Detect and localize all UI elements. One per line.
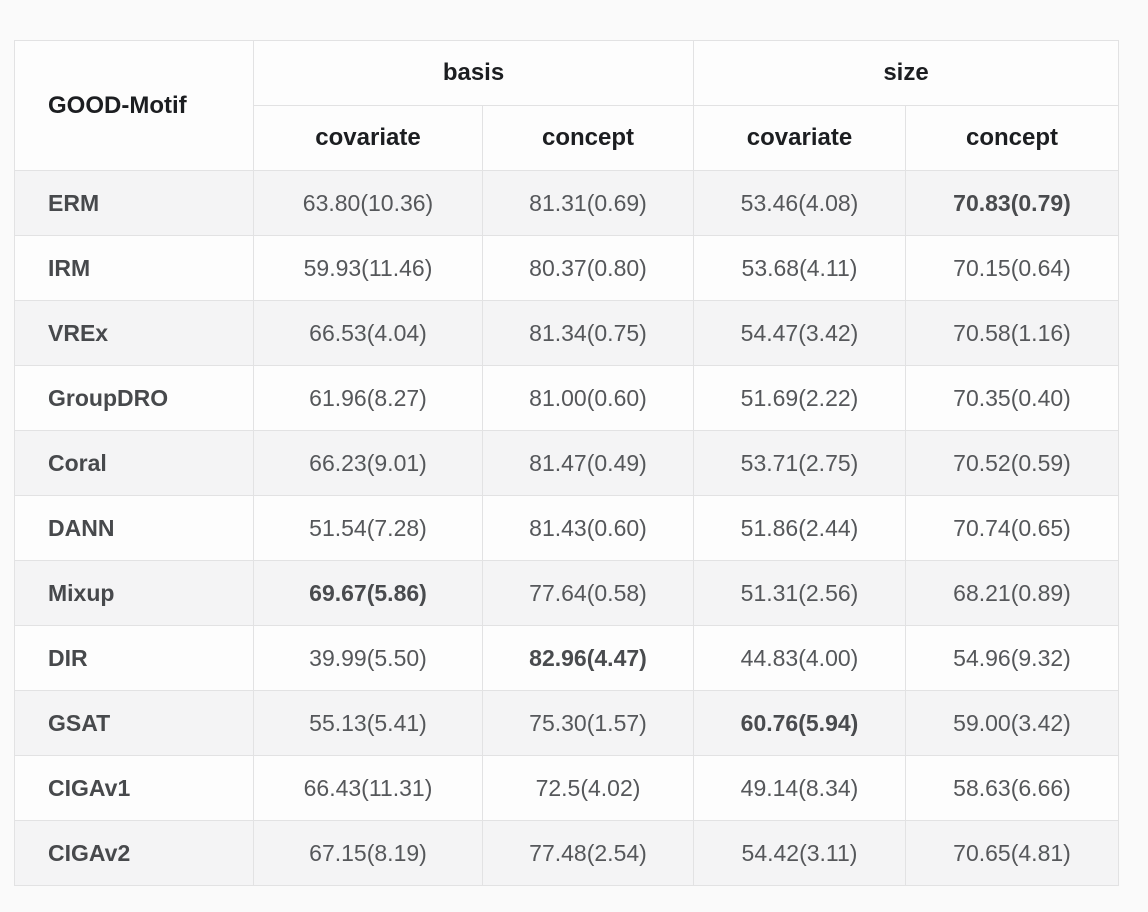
value-cell: 70.83(0.79) bbox=[905, 170, 1119, 236]
table-row: GSAT 55.13(5.41) 75.30(1.57) 60.76(5.94) 59.… bbox=[14, 690, 1119, 756]
value-cell: 51.86(2.44) bbox=[693, 495, 906, 561]
group-header-size: size bbox=[693, 40, 1119, 106]
value-cell: 70.65(4.81) bbox=[905, 820, 1119, 886]
value-cell: 81.43(0.60) bbox=[482, 495, 694, 561]
value-cell: 39.99(5.50) bbox=[253, 625, 483, 691]
table-row: ERM 63.80(10.36) 81.31(0.69) 53.46(4.08) 70.… bbox=[14, 170, 1119, 236]
table-row: CIGAv1 66.43(11.31) 72.5(4.02) 49.14(8.34) 5… bbox=[14, 755, 1119, 821]
value-cell: 51.31(2.56) bbox=[693, 560, 906, 626]
column-header-size-concept: concept bbox=[905, 105, 1119, 171]
table-row: DIR 39.99(5.50) 82.96(4.47) 44.83(4.00) 54.9… bbox=[14, 625, 1119, 691]
table-header: GOOD-Motif basis size covariate concept … bbox=[14, 40, 1119, 171]
method-cell: IRM bbox=[14, 235, 254, 301]
value-cell: 69.67(5.86) bbox=[253, 560, 483, 626]
value-cell: 77.48(2.54) bbox=[482, 820, 694, 886]
corner-header-dataset: GOOD-Motif bbox=[14, 40, 254, 171]
value-cell: 55.13(5.41) bbox=[253, 690, 483, 756]
table-row: IRM 59.93(11.46) 80.37(0.80) 53.68(4.11) 70.… bbox=[14, 235, 1119, 301]
value-cell: 54.42(3.11) bbox=[693, 820, 906, 886]
results-table: GOOD-Motif basis size covariate concept … bbox=[14, 40, 1119, 886]
value-cell: 81.31(0.69) bbox=[482, 170, 694, 236]
value-cell: 81.00(0.60) bbox=[482, 365, 694, 431]
table-row: Mixup 69.67(5.86) 77.64(0.58) 51.31(2.56) 68… bbox=[14, 560, 1119, 626]
method-cell: ERM bbox=[14, 170, 254, 236]
value-cell: 54.96(9.32) bbox=[905, 625, 1119, 691]
value-cell: 66.43(11.31) bbox=[253, 755, 483, 821]
value-cell: 67.15(8.19) bbox=[253, 820, 483, 886]
table-row: GroupDRO 61.96(8.27) 81.00(0.60) 51.69(2.22… bbox=[14, 365, 1119, 431]
value-cell: 63.80(10.36) bbox=[253, 170, 483, 236]
value-cell: 59.93(11.46) bbox=[253, 235, 483, 301]
value-cell: 66.23(9.01) bbox=[253, 430, 483, 496]
value-cell: 81.34(0.75) bbox=[482, 300, 694, 366]
method-cell: DIR bbox=[14, 625, 254, 691]
value-cell: 72.5(4.02) bbox=[482, 755, 694, 821]
value-cell: 53.46(4.08) bbox=[693, 170, 906, 236]
method-cell: CIGAv2 bbox=[14, 820, 254, 886]
value-cell: 81.47(0.49) bbox=[482, 430, 694, 496]
value-cell: 66.53(4.04) bbox=[253, 300, 483, 366]
sub-header-row: covariate concept covariate concept bbox=[15, 105, 1119, 171]
method-cell: GSAT bbox=[14, 690, 254, 756]
method-cell: CIGAv1 bbox=[14, 755, 254, 821]
table-row: VREx 66.53(4.04) 81.34(0.75) 54.47(3.42) 70.… bbox=[14, 300, 1119, 366]
table-row: DANN 51.54(7.28) 81.43(0.60) 51.86(2.44) 70.… bbox=[14, 495, 1119, 561]
value-cell: 53.68(4.11) bbox=[693, 235, 906, 301]
value-cell: 70.52(0.59) bbox=[905, 430, 1119, 496]
value-cell: 59.00(3.42) bbox=[905, 690, 1119, 756]
value-cell: 68.21(0.89) bbox=[905, 560, 1119, 626]
value-cell: 58.63(6.66) bbox=[905, 755, 1119, 821]
column-header-basis-covariate: covariate bbox=[253, 105, 483, 171]
method-cell: Mixup bbox=[14, 560, 254, 626]
value-cell: 70.74(0.65) bbox=[905, 495, 1119, 561]
value-cell: 77.64(0.58) bbox=[482, 560, 694, 626]
column-header-basis-concept: concept bbox=[482, 105, 694, 171]
group-header-basis: basis bbox=[253, 40, 694, 106]
value-cell: 53.71(2.75) bbox=[693, 430, 906, 496]
value-cell: 70.35(0.40) bbox=[905, 365, 1119, 431]
value-cell: 44.83(4.00) bbox=[693, 625, 906, 691]
group-header-row: GOOD-Motif basis size bbox=[14, 40, 1119, 171]
method-cell: Coral bbox=[14, 430, 254, 496]
value-cell: 61.96(8.27) bbox=[253, 365, 483, 431]
value-cell: 75.30(1.57) bbox=[482, 690, 694, 756]
table-row: CIGAv2 67.15(8.19) 77.48(2.54) 54.42(3.11) 7… bbox=[14, 820, 1119, 886]
page: GOOD-Motif basis size covariate concept … bbox=[14, 40, 1119, 886]
value-cell: 82.96(4.47) bbox=[482, 625, 694, 691]
value-cell: 51.69(2.22) bbox=[693, 365, 906, 431]
value-cell: 80.37(0.80) bbox=[482, 235, 694, 301]
value-cell: 49.14(8.34) bbox=[693, 755, 906, 821]
value-cell: 60.76(5.94) bbox=[693, 690, 906, 756]
value-cell: 51.54(7.28) bbox=[253, 495, 483, 561]
value-cell: 70.58(1.16) bbox=[905, 300, 1119, 366]
column-header-size-covariate: covariate bbox=[693, 105, 906, 171]
value-cell: 70.15(0.64) bbox=[905, 235, 1119, 301]
method-cell: VREx bbox=[14, 300, 254, 366]
method-cell: GroupDRO bbox=[14, 365, 254, 431]
table-body: ERM 63.80(10.36) 81.31(0.69) 53.46(4.08) 70.… bbox=[14, 170, 1119, 886]
table-row: Coral 66.23(9.01) 81.47(0.49) 53.71(2.75) 70… bbox=[14, 430, 1119, 496]
method-cell: DANN bbox=[14, 495, 254, 561]
value-cell: 54.47(3.42) bbox=[693, 300, 906, 366]
